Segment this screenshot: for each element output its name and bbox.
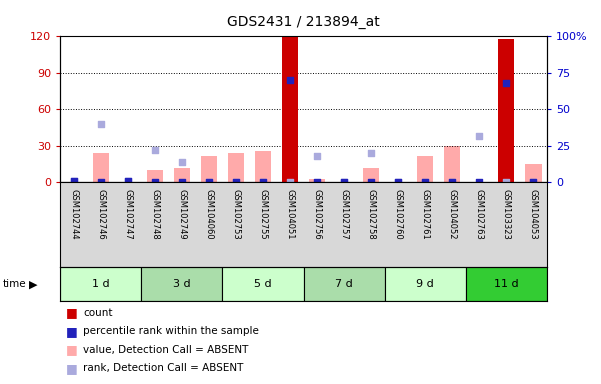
Bar	[147, 170, 163, 182]
Bar	[466, 267, 547, 301]
Text: percentile rank within the sample: percentile rank within the sample	[83, 326, 259, 336]
Bar	[309, 179, 325, 182]
Point	[339, 179, 349, 185]
Bar	[304, 267, 385, 301]
Text: GSM102761: GSM102761	[421, 189, 430, 240]
Bar	[174, 168, 190, 182]
Text: ▶: ▶	[29, 279, 37, 289]
Text: GSM102760: GSM102760	[394, 189, 403, 240]
Point	[123, 178, 132, 184]
Text: 7 d: 7 d	[335, 279, 353, 289]
Text: ■: ■	[66, 306, 78, 319]
Text: 3 d: 3 d	[173, 279, 191, 289]
Point	[447, 179, 457, 185]
Point	[366, 179, 376, 185]
Point	[69, 178, 78, 184]
Point	[312, 153, 322, 159]
Point	[285, 179, 294, 185]
Text: GSM104052: GSM104052	[448, 189, 457, 240]
Bar	[498, 39, 514, 182]
Point	[501, 179, 511, 185]
Bar	[525, 164, 542, 182]
Point	[258, 179, 268, 185]
Text: GSM102757: GSM102757	[340, 189, 349, 240]
Text: 11 d: 11 d	[494, 279, 519, 289]
Point	[447, 179, 457, 185]
Text: 5 d: 5 d	[254, 279, 272, 289]
Bar	[444, 146, 460, 182]
Point	[474, 132, 484, 139]
Point	[96, 179, 106, 185]
Bar	[141, 267, 222, 301]
Point	[339, 179, 349, 185]
Text: 1 d: 1 d	[92, 279, 109, 289]
Text: GSM102747: GSM102747	[123, 189, 132, 240]
Point	[258, 179, 268, 185]
Point	[393, 179, 403, 185]
Point	[285, 77, 294, 83]
Bar	[282, 36, 298, 182]
Text: GSM102756: GSM102756	[313, 189, 322, 240]
Point	[69, 178, 78, 184]
Text: GSM102755: GSM102755	[258, 189, 267, 240]
Text: GSM102753: GSM102753	[231, 189, 240, 240]
Point	[123, 178, 132, 184]
Point	[231, 179, 240, 185]
Point	[150, 179, 160, 185]
Bar	[255, 151, 271, 182]
Text: GSM102749: GSM102749	[177, 189, 186, 240]
Point	[204, 179, 214, 185]
Text: GSM102748: GSM102748	[150, 189, 159, 240]
Bar	[228, 153, 244, 182]
Point	[529, 179, 538, 185]
Text: GSM103323: GSM103323	[502, 189, 511, 240]
Point	[231, 179, 240, 185]
Text: count: count	[83, 308, 112, 318]
Text: GSM104053: GSM104053	[529, 189, 538, 240]
Text: GSM102763: GSM102763	[475, 189, 484, 240]
Text: ■: ■	[66, 362, 78, 375]
Text: GSM104060: GSM104060	[204, 189, 213, 240]
Point	[366, 150, 376, 156]
Bar	[60, 267, 141, 301]
Point	[529, 179, 538, 185]
Point	[420, 179, 430, 185]
Text: GSM102746: GSM102746	[96, 189, 105, 240]
Point	[96, 121, 106, 127]
Point	[177, 159, 186, 165]
Text: GSM104051: GSM104051	[285, 189, 294, 240]
Point	[177, 179, 186, 185]
Text: GSM102758: GSM102758	[367, 189, 376, 240]
Text: ■: ■	[66, 343, 78, 356]
Text: ■: ■	[66, 325, 78, 338]
Bar	[363, 168, 379, 182]
Point	[501, 80, 511, 86]
Point	[393, 179, 403, 185]
Bar	[417, 156, 433, 182]
Bar	[385, 267, 466, 301]
Text: 9 d: 9 d	[416, 279, 434, 289]
Point	[204, 179, 214, 185]
Bar	[201, 156, 217, 182]
Point	[420, 179, 430, 185]
Text: rank, Detection Call = ABSENT: rank, Detection Call = ABSENT	[83, 363, 243, 373]
Point	[312, 179, 322, 185]
Bar	[222, 267, 304, 301]
Text: value, Detection Call = ABSENT: value, Detection Call = ABSENT	[83, 345, 248, 355]
Text: time: time	[3, 279, 26, 289]
Point	[474, 179, 484, 185]
Bar	[93, 153, 109, 182]
Point	[150, 147, 160, 153]
Text: GDS2431 / 213894_at: GDS2431 / 213894_at	[227, 15, 380, 29]
Text: GSM102744: GSM102744	[69, 189, 78, 240]
